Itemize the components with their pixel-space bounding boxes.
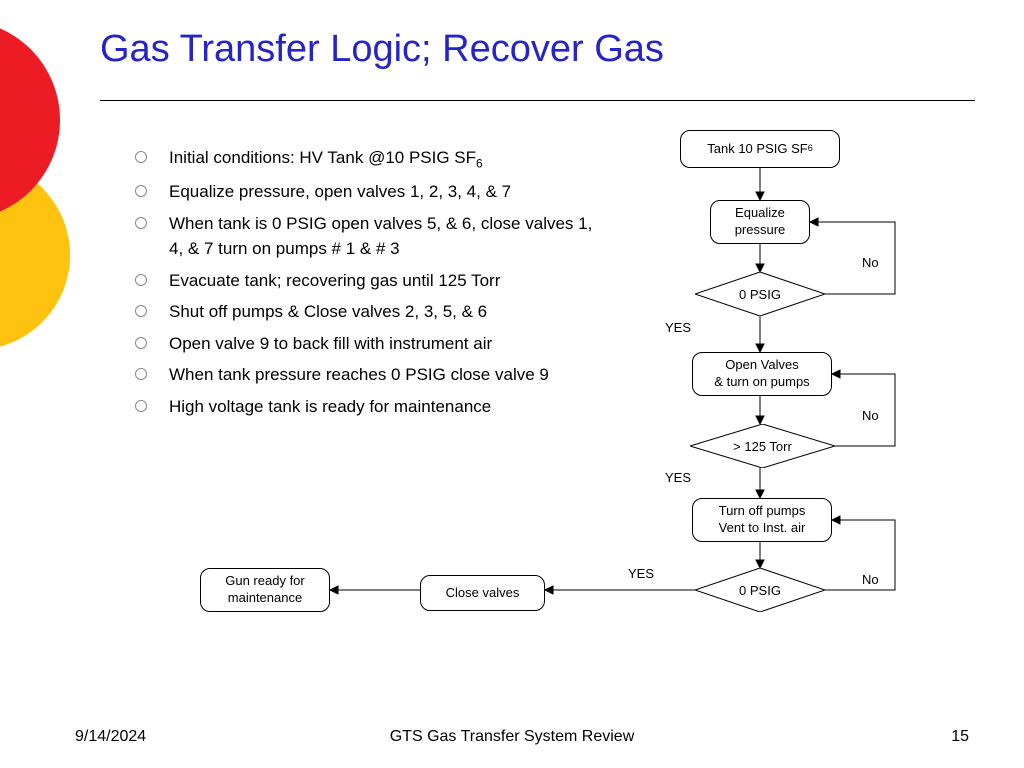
edge-label-no-2: No [862, 408, 879, 423]
edge-label-no-1: No [862, 255, 879, 270]
edge-label-yes-2: YES [665, 470, 691, 485]
flow-box-n2: Equalizepressure [710, 200, 810, 244]
flow-box-n4: Open Valves& turn on pumps [692, 352, 832, 396]
flow-diamond-n7: 0 PSIG [695, 568, 825, 612]
flowchart-area: No YES No YES No YES Tank 10 PSIG SF6 Equ… [0, 0, 1024, 768]
edge-label-no-3: No [862, 572, 879, 587]
flowchart-connectors [0, 0, 1024, 768]
flow-box-n1: Tank 10 PSIG SF6 [680, 130, 840, 168]
edge-label-yes-3: YES [628, 566, 654, 581]
edge-label-yes-1: YES [665, 320, 691, 335]
flow-box-n6: Turn off pumpsVent to Inst. air [692, 498, 832, 542]
footer-page: 15 [951, 728, 969, 746]
flow-diamond-n3: 0 PSIG [695, 272, 825, 316]
footer-center: GTS Gas Transfer System Review [0, 728, 1024, 746]
flow-box-n9: Gun ready formaintenance [200, 568, 330, 612]
flow-box-n8: Close valves [420, 575, 545, 611]
flow-diamond-n5: > 125 Torr [690, 424, 835, 468]
